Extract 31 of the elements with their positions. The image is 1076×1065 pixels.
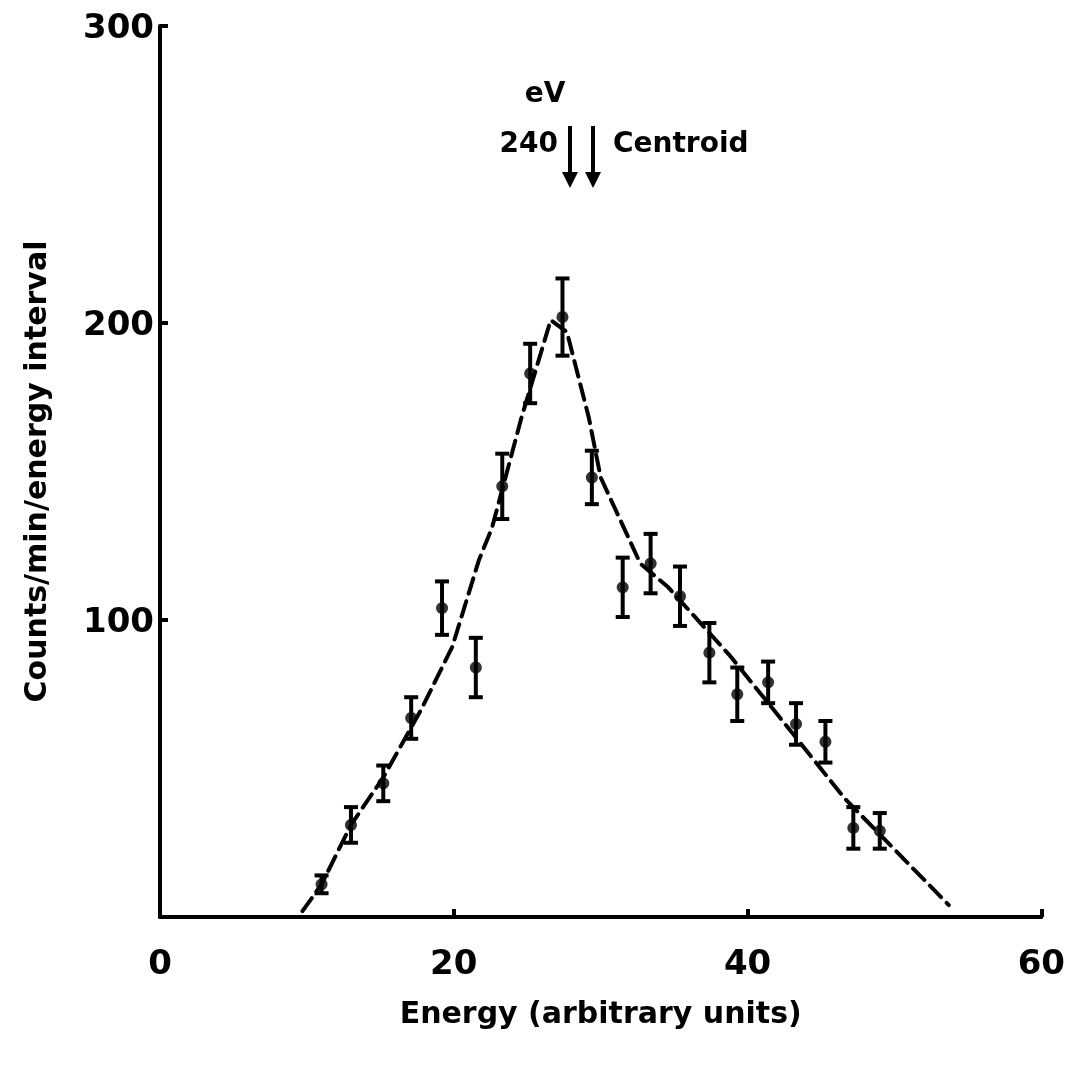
point <box>496 480 509 493</box>
annotation: eV <box>524 75 566 109</box>
annotation: 240 <box>499 125 558 159</box>
x-axis-title: Energy (arbitrary units) <box>399 994 802 1030</box>
point <box>436 602 449 615</box>
point <box>585 471 598 484</box>
point <box>674 590 686 603</box>
y-tick-label: 200 <box>83 303 154 343</box>
point <box>344 818 357 831</box>
point <box>762 676 775 689</box>
y-tick-label: 100 <box>83 600 154 640</box>
point <box>731 688 744 701</box>
point <box>819 735 832 748</box>
x-tick-label: 20 <box>430 942 478 982</box>
x-tick-label: 60 <box>1017 942 1066 982</box>
point <box>469 661 482 674</box>
point <box>315 878 328 891</box>
x-tick-label: 40 <box>723 942 772 982</box>
annotation: Centroid <box>613 125 749 159</box>
point <box>790 717 803 730</box>
x-tick-label: 0 <box>148 942 172 982</box>
point <box>377 777 390 790</box>
point <box>524 367 537 380</box>
point <box>847 821 860 834</box>
point <box>873 824 886 837</box>
y-tick-label: 300 <box>83 6 154 46</box>
point <box>703 646 716 659</box>
y-axis-title: Counts/min/energy interval <box>17 240 53 703</box>
point <box>556 311 569 324</box>
point <box>644 557 657 570</box>
point <box>616 581 629 594</box>
